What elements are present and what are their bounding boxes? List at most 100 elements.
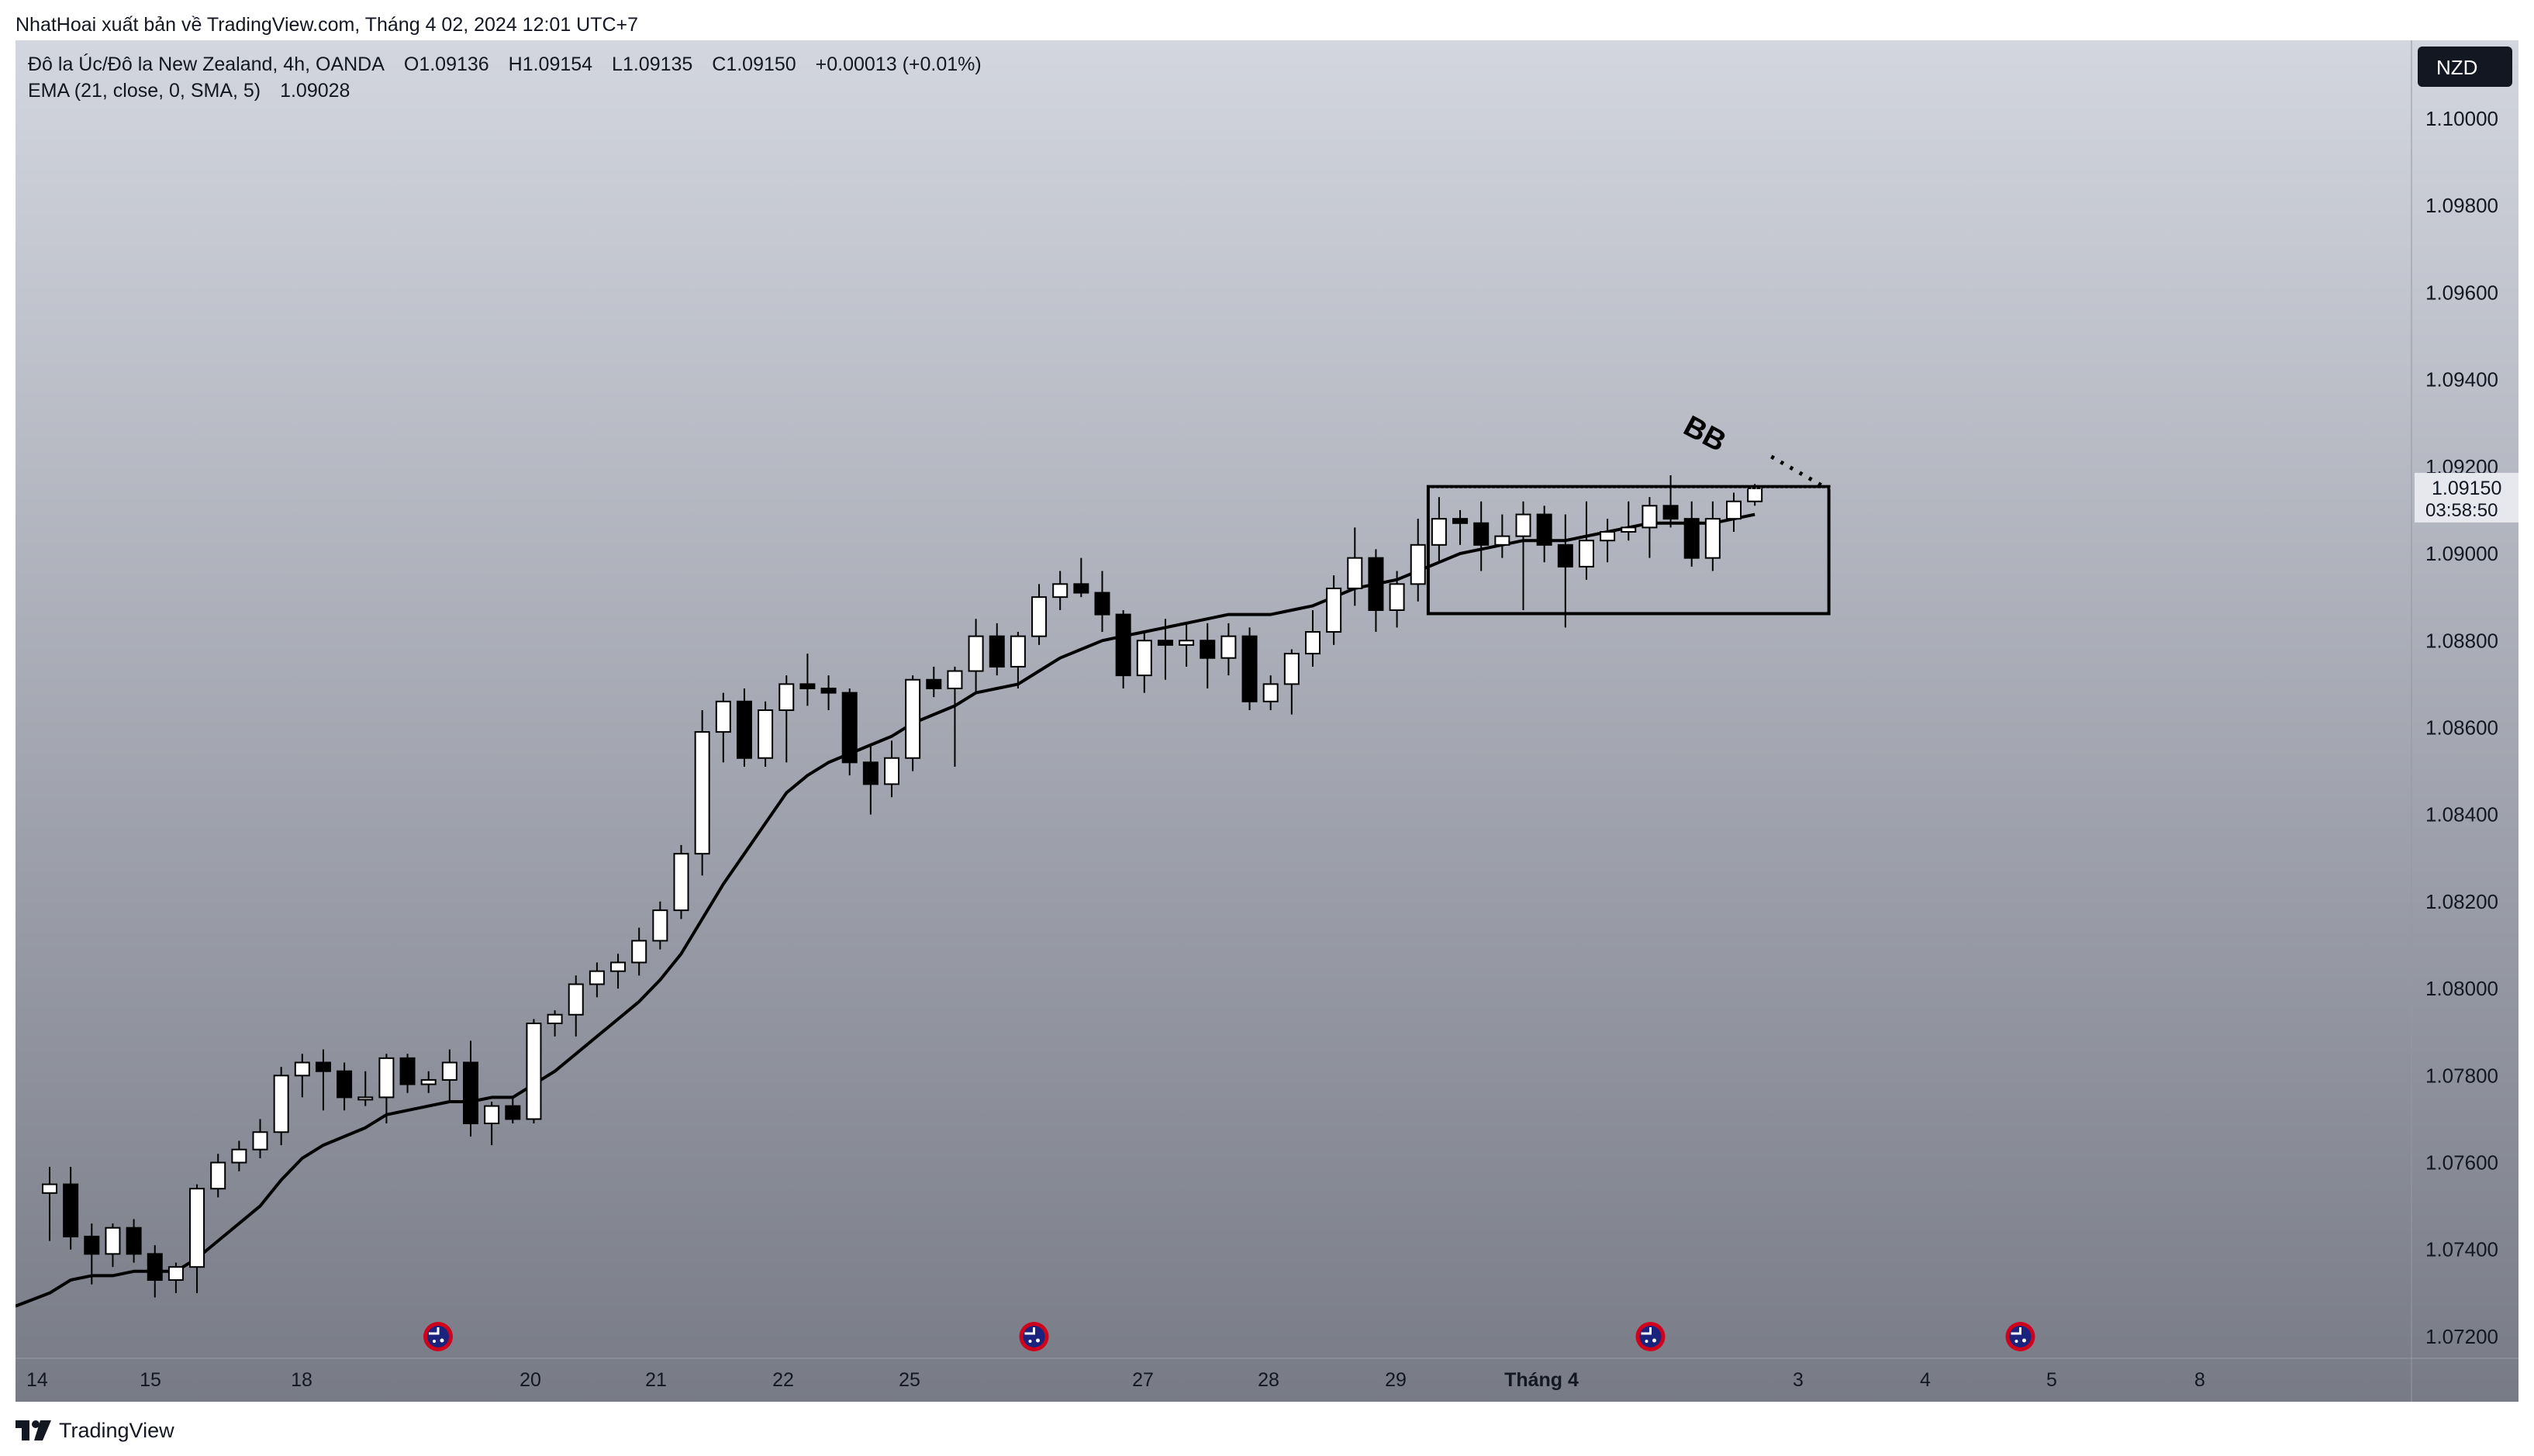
candle-body [1220,635,1237,659]
candle-body [884,757,899,785]
event-flag [1639,1326,1662,1347]
candle-up [1010,632,1026,688]
time-tick-label: 5 [2046,1369,2057,1391]
price-tick-label: 1.07600 [2425,1151,2498,1175]
time-tick-label: 4 [1920,1369,1931,1391]
candle-body [989,635,1005,668]
time-tick-label: 15 [140,1369,161,1391]
event-flag-star [1036,1338,1040,1343]
candle-down [926,666,942,698]
candle-down [1200,623,1216,688]
candle-down [63,1167,79,1250]
candle-body [105,1227,121,1255]
candle-body [1431,518,1447,546]
candle-up [1389,571,1405,628]
candle-up [631,927,647,976]
candle-up [42,1167,57,1241]
price-tick-label: 1.08800 [2425,629,2498,652]
candle-body [631,940,647,964]
candle-body [526,1022,542,1120]
candle-up [273,1067,289,1146]
chart-background [16,40,2518,1402]
candle-up [715,692,731,763]
candle-down [1683,501,1700,567]
candle-body [189,1188,205,1268]
candle-body [420,1078,437,1085]
candle-up [1726,492,1742,532]
legend-ema-value: 1.09028 [280,80,350,102]
candle-up [673,844,689,919]
candle-body [905,678,921,759]
time-tick-label: 3 [1793,1369,1804,1391]
candle-up [1262,675,1279,711]
event-flag-star [2022,1338,2026,1343]
candle-up [547,1010,563,1037]
candle-down [1241,627,1258,711]
candle-up [1642,497,1658,558]
candle-up [1220,623,1237,676]
legend-symbol: Đô la Úc/Đô la New Zealand, 4h, OANDA [28,53,385,75]
candle-body [673,853,689,912]
chart-area[interactable]: BB NZD 1.10000 1.09800 1.09600 1.09400 1.0920… [16,40,2518,1402]
au-flag-event-icon[interactable] [2005,1322,2035,1351]
candle-body [1073,583,1089,594]
time-tick-label: Tháng 4 [1504,1369,1579,1391]
price-tick-label: 1.07200 [2425,1325,2498,1348]
candle-body [1536,513,1552,546]
candle-down [1157,619,1173,680]
au-flag-event-icon[interactable] [1019,1322,1049,1351]
au-flag-event-icon[interactable] [423,1322,453,1351]
event-flag [1023,1326,1045,1347]
candle-body [399,1057,416,1085]
candle-body [1031,596,1048,637]
candle-up [484,1101,500,1146]
candle-body [231,1148,247,1164]
candle-body [1115,613,1131,677]
candle-down [463,1040,478,1137]
price-tick-label: 1.09000 [2425,542,2498,565]
candle-body [547,1013,563,1024]
event-flag-star [1652,1338,1656,1343]
price-tick-label: 1.08200 [2425,890,2498,913]
candle-body [1662,505,1679,520]
event-flag-cross [429,1327,440,1335]
candle-body [694,731,710,855]
legend-high: H1.09154 [508,53,593,75]
candle-body [1726,500,1742,520]
current-price-tag [2415,472,2518,523]
candle-up [294,1054,310,1098]
candle-down [799,654,816,706]
candle-up [1052,571,1068,610]
candle-up [1136,632,1152,693]
candle-down [1662,475,1679,528]
tradingview-logo-icon [16,1420,51,1440]
candle-up [526,1019,542,1124]
candle-up [652,901,668,950]
candle-down [147,1245,163,1298]
candle-up [210,1154,226,1198]
candle-body [841,692,858,764]
candle-body [1136,640,1152,677]
candle-up [968,619,984,693]
candle-body [126,1227,142,1255]
currency-badge-label: NZD [2436,56,2477,79]
legend-change: +0.00013 (+0.01%) [815,53,982,75]
price-tick-label: 1.08600 [2425,716,2498,739]
candle-body [357,1096,374,1101]
candle-up [610,954,627,989]
price-chart[interactable]: BB NZD1.100001.098001.096001.094001.0920… [16,40,2518,1402]
currency-badge[interactable]: NZD [2418,47,2512,87]
au-flag-event-icon[interactable] [1635,1322,1666,1351]
candle-up [441,1049,457,1102]
publisher-line: NhatHoai xuất bản về TradingView.com, Th… [16,14,639,36]
candle-down [1368,549,1384,633]
candle-body [1347,557,1363,589]
candle-up [1431,497,1447,563]
price-tick-label: 1.08000 [2425,977,2498,1000]
candle-down [1557,514,1573,628]
ema-line [16,512,1756,1308]
candle-body [1452,518,1469,524]
candle-up [420,1071,437,1093]
footer-brand[interactable]: TradingView [16,1413,174,1448]
time-tick-label: 20 [520,1369,541,1391]
